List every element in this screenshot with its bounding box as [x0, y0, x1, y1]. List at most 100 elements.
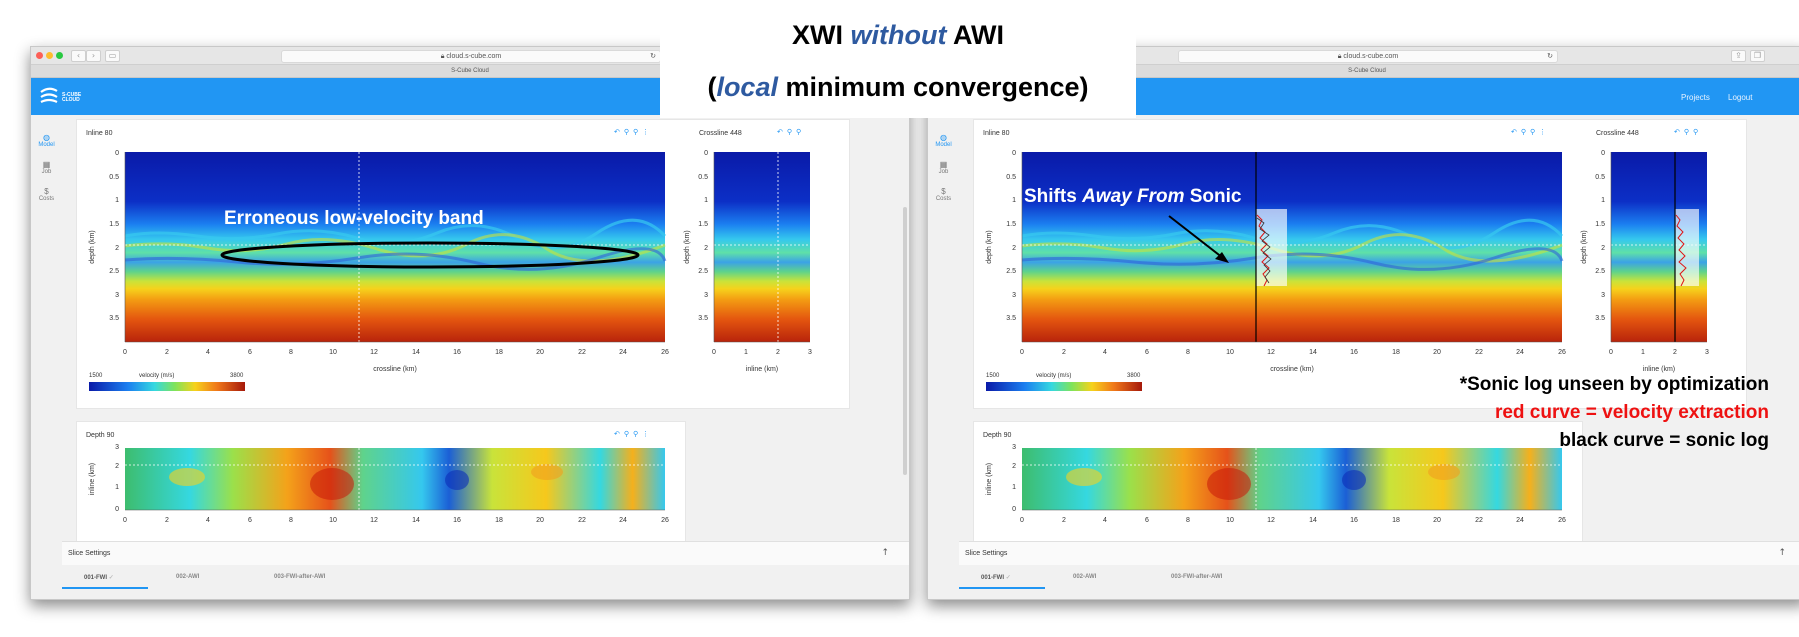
- y-tick: 0.5: [1595, 174, 1605, 181]
- browser-tab[interactable]: S-Cube Cloud: [928, 65, 1799, 78]
- depth-velocity-plot[interactable]: 3 2 1 0 0 2 4 6 8 10 12 14 16 18 20 22 2…: [77, 422, 685, 542]
- x-tick: 2: [165, 349, 169, 356]
- depth-panel-title: Depth 90: [983, 432, 1012, 439]
- zoom-out-icon[interactable]: ⚲: [796, 128, 806, 136]
- shifts-arrow: [1168, 215, 1229, 263]
- zoom-in-icon[interactable]: ⚲: [786, 128, 797, 136]
- dollar-icon: $: [44, 187, 49, 196]
- x-tick: 22: [578, 349, 586, 356]
- tab-002-awi[interactable]: 002-AWI: [176, 574, 200, 580]
- y-axis-label: inline (km): [89, 463, 96, 495]
- more-icon[interactable]: ⋮: [642, 430, 654, 438]
- crossline-velocity-plot[interactable]: 0 0.5 1 1.5 2 2.5 3 3.5 0 1 2 3 inline (…: [1574, 120, 1746, 380]
- tabs-icon[interactable]: ❐: [1750, 50, 1765, 62]
- x-tick: 16: [1350, 517, 1358, 524]
- x-axis-label: inline (km): [746, 366, 778, 373]
- y-tick: 2: [115, 245, 119, 252]
- logout-link[interactable]: Logout: [1728, 93, 1753, 102]
- y-ticks: 3 2 1 0: [1012, 444, 1016, 513]
- url-bar[interactable]: 🔒︎ cloud.s-cube.com ↻: [281, 50, 661, 63]
- x-tick: 22: [1475, 349, 1483, 356]
- undo-icon[interactable]: ↶: [614, 430, 624, 438]
- undo-icon[interactable]: ↶: [777, 128, 787, 136]
- inline-velocity-plot[interactable]: 0 0.5 1 1.5 2 2.5 3 3.5 0 2 4 6 8 10 12 …: [974, 120, 1574, 380]
- close-dot[interactable]: [36, 52, 43, 59]
- more-icon[interactable]: ⋮: [1539, 128, 1551, 136]
- undo-icon[interactable]: ↶: [1511, 128, 1521, 136]
- velocity-image: [714, 152, 810, 342]
- tab-003-fwi-after-awi[interactable]: 003-FWI-after-AWI: [1171, 574, 1223, 580]
- reload-icon[interactable]: ↻: [650, 53, 656, 60]
- sidebar-item-costs[interactable]: $ Costs: [31, 187, 62, 202]
- y-tick: 2: [1012, 245, 1016, 252]
- zoom-out-icon[interactable]: ⚲: [1530, 128, 1540, 136]
- minimize-dot[interactable]: [46, 52, 53, 59]
- y-tick: 0: [1012, 506, 1016, 513]
- url-bar[interactable]: 🔒︎ cloud.s-cube.com ↻: [1178, 50, 1558, 63]
- sidebar-item-label: Model: [38, 142, 55, 148]
- slice-settings-bar[interactable]: Slice Settings ↑: [959, 541, 1799, 566]
- velocity-texture: [124, 233, 666, 263]
- sidebar-toggle-icon[interactable]: ▭: [105, 50, 120, 62]
- logo-text-2: CLOUD: [62, 97, 80, 103]
- maximize-dot[interactable]: [56, 52, 63, 59]
- zoom-in-icon[interactable]: ⚲: [1683, 128, 1694, 136]
- globe-icon: ◍: [43, 133, 50, 142]
- tab-001-fwi[interactable]: 001-FWI ✓: [84, 574, 114, 581]
- arrow-up-icon[interactable]: ↑: [1778, 548, 1786, 558]
- sidebar-item-model[interactable]: ◍ Model: [928, 133, 959, 148]
- sidebar-item-job[interactable]: ▦ Job: [31, 160, 62, 175]
- sidebar-item-model[interactable]: ◍ Model: [31, 133, 62, 148]
- undo-icon[interactable]: ↶: [614, 128, 624, 136]
- erroneous-band-ellipse: [220, 241, 640, 269]
- zoom-out-icon[interactable]: ⚲: [633, 430, 643, 438]
- y-tick: 1: [704, 197, 708, 204]
- sidebar-item-label: Job: [41, 169, 52, 175]
- zoom-out-icon[interactable]: ⚲: [1693, 128, 1703, 136]
- slice-settings-bar[interactable]: Slice Settings ↑: [62, 541, 909, 566]
- x-tick: 12: [1267, 349, 1275, 356]
- back-button[interactable]: ‹: [71, 50, 86, 62]
- sidebar: ◍ Model ▦ Job $ Costs: [928, 115, 959, 599]
- zoom-in-icon[interactable]: ⚲: [1520, 128, 1531, 136]
- note-black-curve: black curve = sonic log: [1559, 430, 1769, 451]
- more-icon[interactable]: ⋮: [642, 128, 654, 136]
- y-tick: 2.5: [1595, 268, 1605, 275]
- velocity-colorbar: [986, 382, 1142, 391]
- check-icon: ✓: [108, 575, 114, 581]
- zoom-in-icon[interactable]: ⚲: [623, 128, 634, 136]
- tab-001-fwi[interactable]: 001-FWI ✓: [981, 574, 1011, 581]
- crossline-velocity-plot[interactable]: 0 0.5 1 1.5 2 2.5 3 3.5 0 1 2 3 inline (…: [677, 120, 849, 380]
- crossline-toolbar: ↶⚲⚲: [777, 128, 805, 136]
- dollar-icon: $: [941, 187, 946, 196]
- slice-card-top: Inline 80 ↶⚲⚲⋮ Crossline 448 ↶⚲⚲ 0 0.5 1…: [973, 119, 1747, 409]
- zoom-in-icon[interactable]: ⚲: [623, 430, 634, 438]
- velocity-texture: [169, 468, 205, 486]
- forward-button[interactable]: ›: [86, 50, 101, 62]
- y-tick: 0: [1012, 150, 1016, 157]
- tab-003-fwi-after-awi[interactable]: 003-FWI-after-AWI: [274, 574, 326, 580]
- x-tick: 18: [1392, 349, 1400, 356]
- y-tick: 1.5: [1595, 221, 1605, 228]
- depth-velocity-plot[interactable]: 3 2 1 0 0 2 4 6 8 10 12 14 16 18 20 22 2…: [974, 422, 1582, 542]
- s-cube-logo[interactable]: S-CUBE CLOUD: [38, 86, 84, 106]
- tab-002-awi[interactable]: 002-AWI: [1073, 574, 1097, 580]
- share-icon[interactable]: ⇪: [1731, 50, 1746, 62]
- scrollbar[interactable]: [903, 207, 907, 475]
- shifts-text-em: Away From: [1082, 186, 1185, 207]
- projects-link[interactable]: Projects: [1681, 93, 1710, 102]
- colorbar-min: 1500: [89, 373, 103, 379]
- colorbar-label: velocity (m/s): [1036, 373, 1072, 379]
- x-ticks: 0 1 2 3: [1609, 349, 1709, 356]
- sidebar-item-costs[interactable]: $ Costs: [928, 187, 959, 202]
- reload-icon[interactable]: ↻: [1547, 53, 1553, 60]
- velocity-colorbar: [89, 382, 245, 391]
- title-text-a: XWI: [792, 20, 851, 50]
- slice-settings-label: Slice Settings: [68, 550, 111, 557]
- slice-card-top: Inline 80 ↶⚲⚲⋮ Crossline 448 ↶⚲⚲ 0 0.5 1…: [76, 119, 850, 409]
- sidebar-item-job[interactable]: ▦ Job: [928, 160, 959, 175]
- undo-icon[interactable]: ↶: [1674, 128, 1684, 136]
- zoom-out-icon[interactable]: ⚲: [633, 128, 643, 136]
- arrow-up-icon[interactable]: ↑: [881, 548, 889, 558]
- y-tick: 2: [704, 245, 708, 252]
